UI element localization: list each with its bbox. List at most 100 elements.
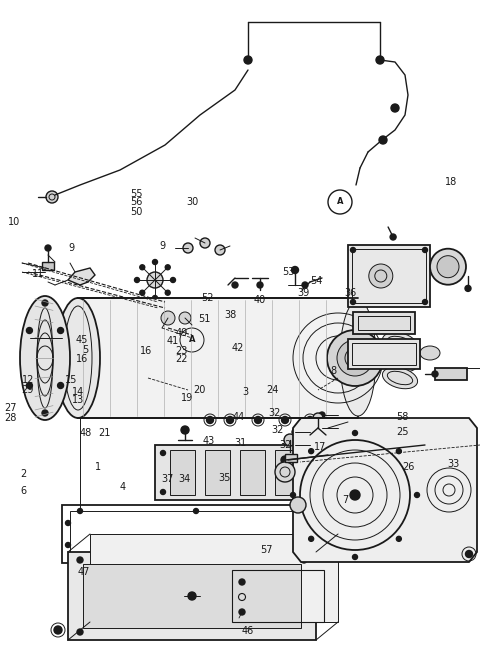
Circle shape — [26, 327, 33, 333]
Circle shape — [200, 238, 210, 248]
Circle shape — [147, 272, 163, 288]
Text: 45: 45 — [75, 335, 88, 345]
Circle shape — [193, 508, 199, 514]
Circle shape — [285, 465, 291, 471]
Text: 9: 9 — [68, 243, 74, 253]
Text: 12: 12 — [22, 375, 34, 386]
Bar — [435, 368, 467, 380]
Circle shape — [390, 234, 396, 240]
Circle shape — [313, 413, 323, 423]
Bar — [352, 343, 416, 365]
Circle shape — [292, 429, 298, 435]
Text: 22: 22 — [175, 354, 188, 365]
Circle shape — [58, 327, 63, 333]
Circle shape — [422, 247, 428, 253]
Text: 18: 18 — [445, 177, 457, 188]
Text: A: A — [189, 335, 195, 344]
Circle shape — [165, 265, 170, 270]
Bar — [232, 570, 324, 622]
Circle shape — [165, 290, 170, 295]
Text: 42: 42 — [231, 342, 244, 353]
Circle shape — [281, 417, 288, 424]
Text: 50: 50 — [131, 207, 143, 217]
Circle shape — [26, 382, 33, 388]
Bar — [275, 450, 300, 495]
Text: 9: 9 — [159, 241, 165, 251]
Circle shape — [170, 277, 176, 283]
Circle shape — [134, 277, 140, 283]
Circle shape — [322, 543, 326, 548]
Text: 15: 15 — [65, 375, 77, 386]
Circle shape — [183, 243, 193, 253]
Text: 7: 7 — [342, 495, 349, 505]
Circle shape — [58, 382, 63, 388]
Text: 20: 20 — [193, 385, 205, 396]
Ellipse shape — [420, 346, 440, 360]
Bar — [352, 249, 426, 303]
Circle shape — [290, 497, 306, 513]
Circle shape — [77, 554, 83, 560]
Text: 2: 2 — [20, 469, 26, 480]
Circle shape — [422, 300, 428, 304]
Ellipse shape — [383, 333, 418, 354]
Circle shape — [153, 260, 157, 264]
Text: 16: 16 — [140, 346, 153, 356]
Text: 38: 38 — [224, 310, 237, 320]
Text: 28: 28 — [4, 413, 17, 423]
Bar — [205, 450, 230, 495]
Circle shape — [181, 426, 189, 434]
Text: 58: 58 — [396, 411, 408, 422]
Text: 29: 29 — [22, 385, 34, 396]
Circle shape — [153, 295, 157, 300]
Bar — [353, 312, 415, 334]
Bar — [155, 445, 320, 500]
Text: 11: 11 — [32, 269, 45, 279]
Circle shape — [292, 442, 298, 448]
Circle shape — [54, 626, 62, 634]
Text: 3: 3 — [243, 386, 249, 397]
Circle shape — [281, 456, 289, 464]
Bar — [78, 298, 358, 418]
Bar — [285, 454, 297, 462]
Text: 5: 5 — [82, 344, 89, 355]
Ellipse shape — [383, 367, 418, 389]
Circle shape — [280, 460, 296, 476]
Text: 40: 40 — [253, 295, 265, 305]
Ellipse shape — [20, 296, 70, 420]
Circle shape — [465, 285, 471, 291]
Circle shape — [188, 592, 196, 600]
Circle shape — [227, 417, 233, 424]
Text: 21: 21 — [98, 428, 111, 438]
Circle shape — [466, 550, 472, 558]
Text: 46: 46 — [241, 626, 253, 636]
Circle shape — [65, 520, 71, 525]
Bar — [348, 245, 430, 307]
Circle shape — [376, 56, 384, 64]
Text: 39: 39 — [297, 288, 310, 298]
Circle shape — [421, 441, 429, 449]
Circle shape — [322, 520, 326, 525]
Text: 36: 36 — [344, 288, 357, 298]
Circle shape — [396, 449, 401, 454]
Text: 48: 48 — [79, 428, 92, 438]
Ellipse shape — [56, 298, 100, 418]
Text: 26: 26 — [402, 462, 414, 472]
Text: 47: 47 — [78, 567, 90, 577]
Text: 41: 41 — [167, 336, 179, 346]
Circle shape — [290, 493, 296, 497]
Circle shape — [206, 417, 214, 424]
Text: 43: 43 — [203, 436, 215, 446]
Circle shape — [275, 462, 295, 482]
Text: 16: 16 — [75, 354, 88, 364]
Bar — [358, 316, 410, 330]
Circle shape — [396, 537, 401, 541]
Circle shape — [284, 434, 296, 446]
Circle shape — [310, 489, 314, 495]
Circle shape — [350, 300, 356, 304]
Text: 14: 14 — [72, 386, 84, 397]
Circle shape — [309, 537, 313, 541]
Bar — [70, 511, 322, 557]
Circle shape — [337, 340, 373, 376]
Circle shape — [379, 136, 387, 144]
Circle shape — [46, 191, 58, 203]
